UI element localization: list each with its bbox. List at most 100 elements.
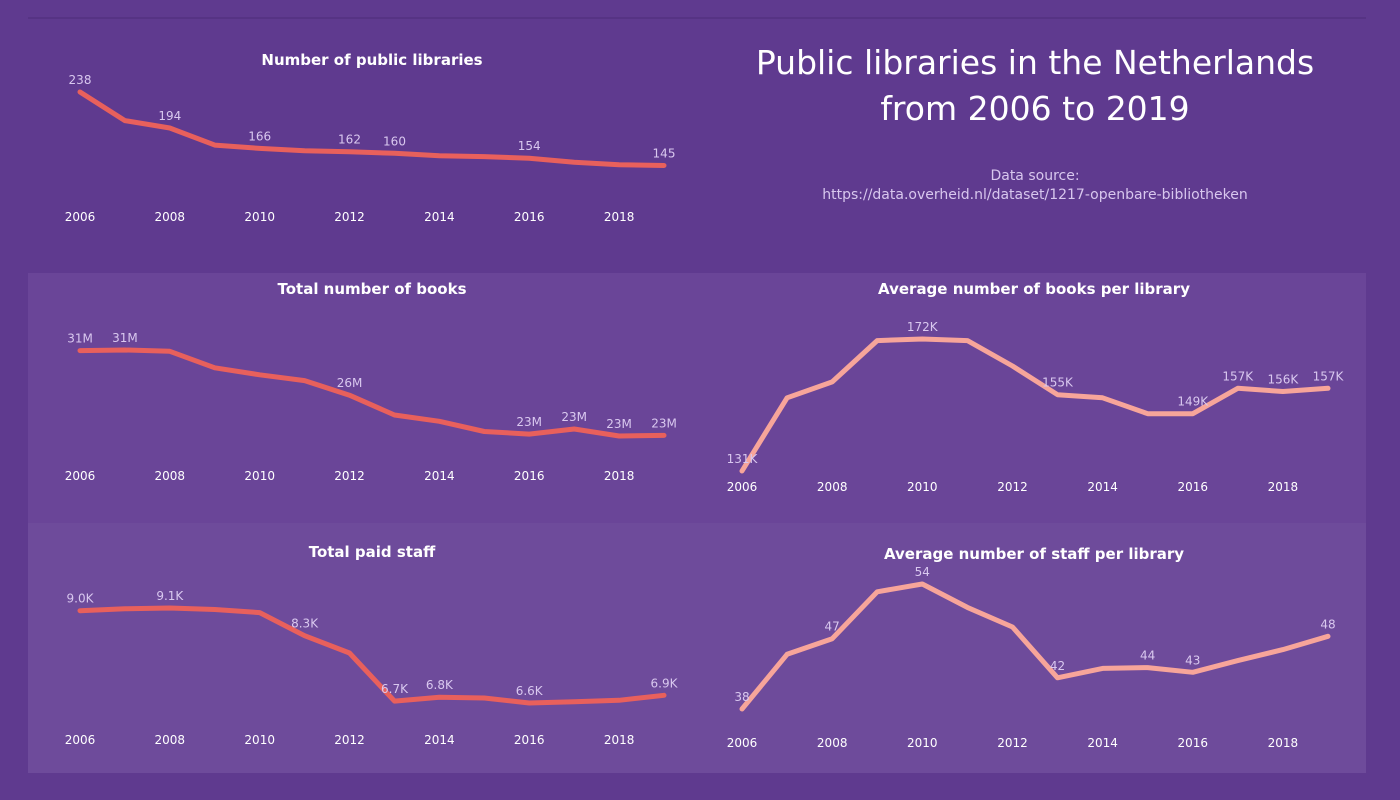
x-tick-label: 2006 bbox=[65, 733, 96, 747]
data-point[interactable] bbox=[874, 338, 880, 344]
data-label: 38 bbox=[734, 690, 749, 704]
data-point[interactable] bbox=[964, 338, 970, 344]
dashboard-title-line1: Public libraries in the Netherlands bbox=[755, 43, 1315, 82]
data-point[interactable] bbox=[1145, 411, 1151, 417]
x-tick-label: 2008 bbox=[817, 480, 848, 494]
chart-title: Average number of books per library bbox=[878, 280, 1190, 298]
data-label: 157K bbox=[1313, 369, 1345, 383]
data-point[interactable] bbox=[212, 365, 218, 371]
data-label: 172K bbox=[907, 320, 939, 334]
data-label: 42 bbox=[1050, 659, 1065, 673]
data-point[interactable] bbox=[1325, 633, 1331, 639]
data-point[interactable] bbox=[1235, 658, 1241, 664]
data-point[interactable] bbox=[1100, 395, 1106, 401]
data-point[interactable] bbox=[616, 697, 622, 703]
data-point[interactable] bbox=[661, 163, 667, 169]
data-point[interactable] bbox=[392, 698, 398, 704]
data-point[interactable] bbox=[1145, 665, 1151, 671]
data-point[interactable] bbox=[122, 347, 128, 353]
x-tick-label: 2012 bbox=[334, 210, 365, 224]
data-point[interactable] bbox=[392, 412, 398, 418]
data-point[interactable] bbox=[122, 118, 128, 124]
data-point[interactable] bbox=[302, 378, 308, 384]
data-point[interactable] bbox=[1190, 669, 1196, 675]
data-label: 162 bbox=[338, 133, 361, 147]
data-point[interactable] bbox=[784, 651, 790, 657]
data-point[interactable] bbox=[919, 336, 925, 342]
data-point[interactable] bbox=[1325, 385, 1331, 391]
data-label: 155K bbox=[1042, 376, 1074, 390]
data-source-label: Data source: bbox=[990, 168, 1080, 184]
data-point[interactable] bbox=[257, 372, 263, 378]
data-point[interactable] bbox=[481, 695, 487, 701]
data-point[interactable] bbox=[77, 608, 83, 614]
data-point[interactable] bbox=[1235, 385, 1241, 391]
x-tick-label: 2018 bbox=[1268, 480, 1299, 494]
data-point[interactable] bbox=[1055, 675, 1061, 681]
data-point[interactable] bbox=[526, 431, 532, 437]
data-point[interactable] bbox=[829, 636, 835, 642]
data-point[interactable] bbox=[122, 606, 128, 612]
data-point[interactable] bbox=[571, 426, 577, 432]
x-tick-label: 2008 bbox=[817, 736, 848, 750]
data-label: 23M bbox=[606, 417, 632, 431]
data-point[interactable] bbox=[1010, 363, 1016, 369]
x-tick-label: 2012 bbox=[997, 736, 1028, 750]
data-label: 47 bbox=[825, 620, 840, 634]
data-point[interactable] bbox=[77, 348, 83, 354]
x-tick-label: 2012 bbox=[334, 469, 365, 483]
x-tick-label: 2012 bbox=[997, 480, 1028, 494]
data-point[interactable] bbox=[167, 348, 173, 354]
data-point[interactable] bbox=[1190, 411, 1196, 417]
data-point[interactable] bbox=[167, 605, 173, 611]
data-point[interactable] bbox=[436, 418, 442, 424]
data-point[interactable] bbox=[436, 153, 442, 159]
data-label: 6.8K bbox=[426, 678, 454, 692]
data-label: 23M bbox=[561, 410, 587, 424]
data-point[interactable] bbox=[571, 159, 577, 165]
data-point[interactable] bbox=[874, 589, 880, 595]
data-point[interactable] bbox=[1100, 665, 1106, 671]
data-point[interactable] bbox=[739, 468, 745, 474]
top-divider bbox=[28, 17, 1366, 19]
data-point[interactable] bbox=[784, 395, 790, 401]
data-point[interactable] bbox=[919, 581, 925, 587]
data-label: 154 bbox=[518, 139, 541, 153]
data-point[interactable] bbox=[392, 150, 398, 156]
data-point[interactable] bbox=[77, 89, 83, 95]
data-point[interactable] bbox=[212, 607, 218, 613]
data-point[interactable] bbox=[571, 699, 577, 705]
data-point[interactable] bbox=[1010, 624, 1016, 630]
data-point[interactable] bbox=[347, 149, 353, 155]
data-point[interactable] bbox=[347, 392, 353, 398]
data-point[interactable] bbox=[302, 148, 308, 154]
data-point[interactable] bbox=[481, 429, 487, 435]
data-point[interactable] bbox=[347, 650, 353, 656]
data-point[interactable] bbox=[212, 142, 218, 148]
data-source-url[interactable]: https://data.overheid.nl/dataset/1217-op… bbox=[822, 187, 1248, 203]
data-point[interactable] bbox=[526, 700, 532, 706]
data-point[interactable] bbox=[661, 432, 667, 438]
data-point[interactable] bbox=[829, 379, 835, 385]
data-point[interactable] bbox=[436, 694, 442, 700]
data-point[interactable] bbox=[481, 154, 487, 160]
series-line bbox=[77, 605, 667, 706]
data-point[interactable] bbox=[167, 125, 173, 131]
data-point[interactable] bbox=[964, 604, 970, 610]
data-label: 8.3K bbox=[291, 617, 319, 631]
data-point[interactable] bbox=[526, 155, 532, 161]
data-point[interactable] bbox=[1280, 647, 1286, 653]
data-point[interactable] bbox=[257, 610, 263, 616]
data-point[interactable] bbox=[302, 633, 308, 639]
data-point[interactable] bbox=[1280, 389, 1286, 395]
data-point[interactable] bbox=[257, 145, 263, 151]
data-point[interactable] bbox=[661, 692, 667, 698]
data-point[interactable] bbox=[616, 162, 622, 168]
data-point[interactable] bbox=[1055, 392, 1061, 398]
data-point[interactable] bbox=[616, 433, 622, 439]
data-label: 43 bbox=[1185, 653, 1200, 667]
data-point[interactable] bbox=[739, 706, 745, 712]
chart-avg-books: Average number of books per library 131K 1… bbox=[727, 280, 1345, 494]
panel-middle-row bbox=[28, 273, 1366, 523]
